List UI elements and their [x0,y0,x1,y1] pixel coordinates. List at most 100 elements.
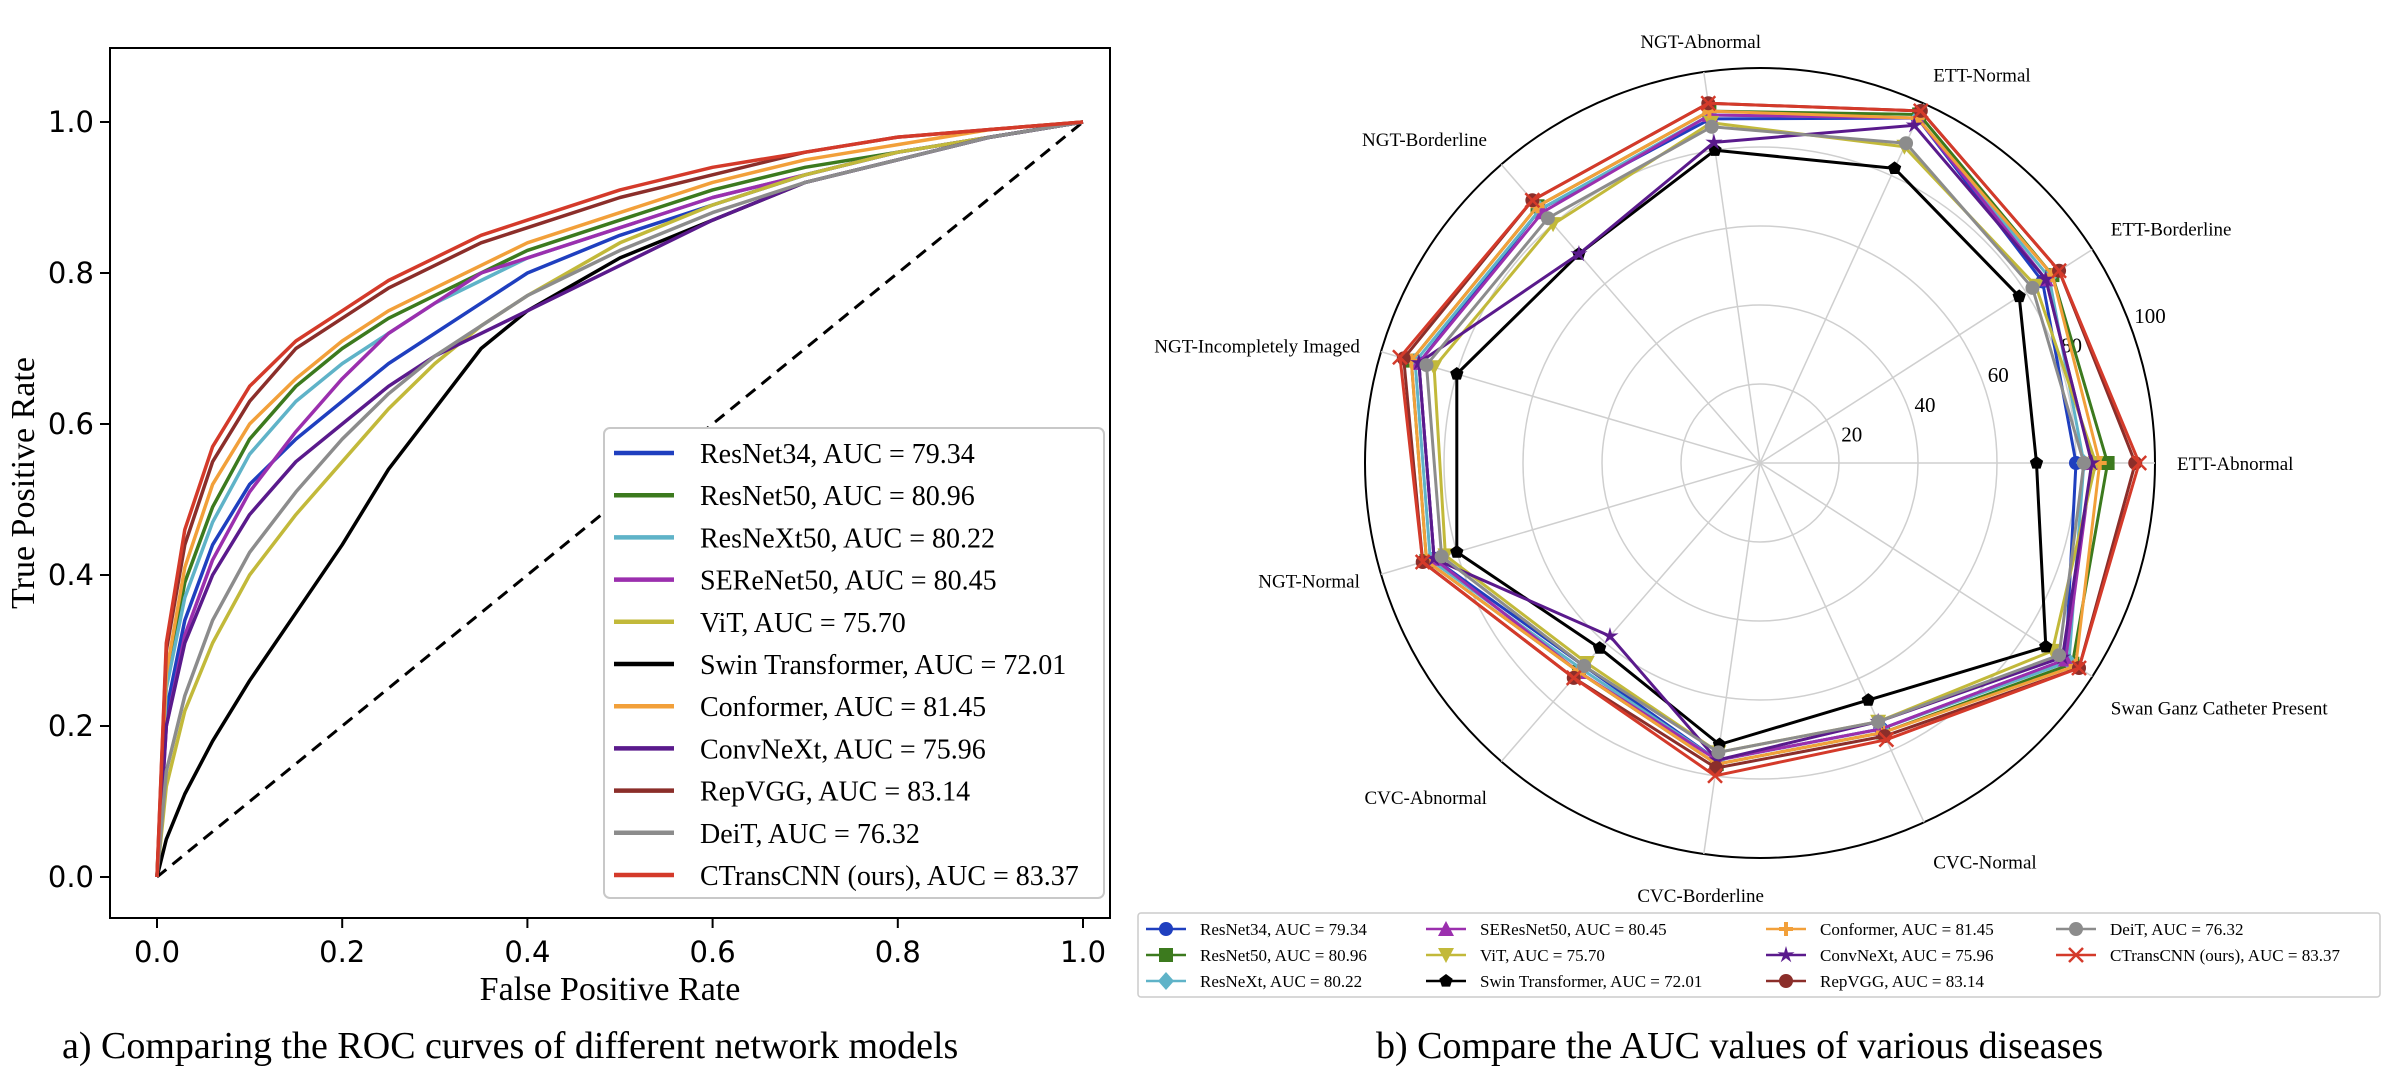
roc-curve [155,120,1084,878]
roc-legend-label: DeiT, AUC = 76.32 [700,819,920,850]
radar-marker [1899,136,1914,151]
radar-marker [2052,648,2067,663]
radar-category-label: NGT-Abnormal [1640,32,1761,53]
radar-marker [2051,262,2067,279]
radar-marker [2057,651,2074,667]
radar-marker [2029,456,2044,469]
radar-marker [2068,947,2084,963]
radar-r-tick-label: 40 [1914,393,1935,417]
radar-r-tick-label: 20 [1841,422,1862,446]
radar-category-label: ETT-Normal [1933,66,2030,87]
radar-category-label: Swan Ganz Catheter Present [2111,698,2329,719]
radar-legend-label: Conformer, AUC = 81.45 [1820,920,1994,939]
radar-spoke [1500,462,1761,763]
radar-marker [1592,641,1607,654]
radar-marker [1540,211,1555,226]
radar-marker [1878,731,1895,748]
radar-spoke [1759,462,1925,823]
x-tick-label: 0.6 [690,935,736,969]
radar-marker [2071,660,2087,676]
radar-marker [1450,545,1464,558]
x-axis-label: False Positive Rate [480,971,741,1008]
roc-legend-label: CTransCNN (ours), AUC = 83.37 [700,861,1079,892]
radar-marker [1419,358,1434,373]
x-tick-label: 0.2 [319,935,365,969]
radar-legend-label: Swin Transformer, AUC = 72.01 [1480,972,1702,991]
radar-legend-label: SEResNet50, AUC = 80.45 [1480,920,1667,939]
radar-marker [1711,745,1726,760]
radar-marker [1704,119,1719,134]
radar-spoke [1759,462,2093,678]
y-tick-label: 1.0 [48,105,94,139]
radar-marker [1577,658,1592,673]
x-tick-label: 0.4 [504,935,550,969]
radar-marker [1779,974,1793,988]
y-tick-label: 0.8 [48,256,94,290]
roc-legend-label: RepVGG, AUC = 83.14 [700,777,970,808]
radar-category-label: ETT-Abnormal [2177,454,2293,475]
radar-marker [1450,366,1464,380]
radar-marker [1565,670,1582,686]
radar-series-line [1417,116,2078,762]
roc-curve [155,120,1084,878]
radar-series-line [1455,148,2048,746]
radar-marker [1410,353,1428,371]
radar-category-label: NGT-Incompletely Imaged [1154,337,1360,358]
roc-legend-label: ViT, AUC = 75.70 [700,608,906,639]
radar-legend: ResNet34, AUC = 79.34 ResNet50, AUC = 80.… [1137,912,2381,998]
radar-marker [2037,270,2055,287]
x-tick-label: 0.0 [134,935,180,969]
roc-chart: 0.0 0.2 0.4 0.6 0.8 1.0 0.0 0.2 0.4 0.6 0.8 1.0 Fals… [5,47,1111,1008]
radar-marker [1158,972,1174,990]
radar-marker [1700,95,1717,112]
roc-curve [155,120,1084,878]
caption-left: a) Comparing the ROC curves of different… [62,1025,959,1067]
radar-chart: 20406080100ETT-AbnormalETT-BorderlineETT… [1154,32,2328,907]
y-axis-label: True Positive Rate [5,357,42,609]
radar-marker [1705,133,1723,150]
radar-r-tick-label: 100 [2134,304,2166,328]
radar-marker [1570,245,1588,262]
y-tick-label: 0.6 [48,407,94,441]
radar-category-label: NGT-Borderline [1362,130,1487,151]
radar-marker [2039,639,2053,653]
radar-marker [1438,948,1454,963]
roc-frame [109,47,1111,919]
radar-marker [1777,946,1795,963]
radar-marker [1434,549,1449,564]
radar-series-line [1409,109,2110,766]
radar-r-tick-label: 60 [1988,363,2009,387]
radar-category-label: CVC-Abnormal [1364,788,1486,809]
roc-legend-label: ConvNeXt, AUC = 75.96 [700,734,986,765]
radar-marker [1887,161,1902,175]
radar-series-line [1425,125,2086,754]
radar-series-line [1417,123,2094,762]
roc-legend-label: ResNet34, AUC = 79.34 [700,439,975,470]
radar-marker [1905,116,1923,133]
roc-legend-label: SEReNet50, AUC = 80.45 [700,566,997,597]
roc-curve [155,120,1084,878]
radar-legend-label: RepVGG, AUC = 83.14 [1820,972,1985,991]
radar-legend-label: ConvNeXt, AUC = 75.96 [1820,946,1993,965]
y-tick-label: 0.4 [48,558,94,592]
radar-marker [2076,456,2091,470]
radar-marker [1414,554,1431,570]
radar-marker [1425,549,1443,566]
radar-marker [1159,922,1173,936]
radar-category-label: ETT-Borderline [2111,220,2232,241]
radar-legend-label: ViT, AUC = 75.70 [1480,946,1605,965]
radar-series-line [1398,101,2141,778]
radar-marker [1861,693,1875,706]
radar-marker [2100,456,2115,470]
radar-marker [1708,751,1726,768]
radar-legend-label: DeiT, AUC = 76.32 [2110,920,2243,939]
x-tick-label: 1.0 [1060,935,1106,969]
y-tick-label: 0.2 [48,709,94,743]
radar-spoke [1703,462,1761,855]
roc-curve [155,120,1084,878]
radar-marker [2131,455,2148,471]
radar-marker [1524,192,1541,209]
y-tick-label: 0.0 [48,860,94,894]
radar-marker [2012,289,2026,303]
radar-category-label: CVC-Borderline [1637,886,1764,907]
